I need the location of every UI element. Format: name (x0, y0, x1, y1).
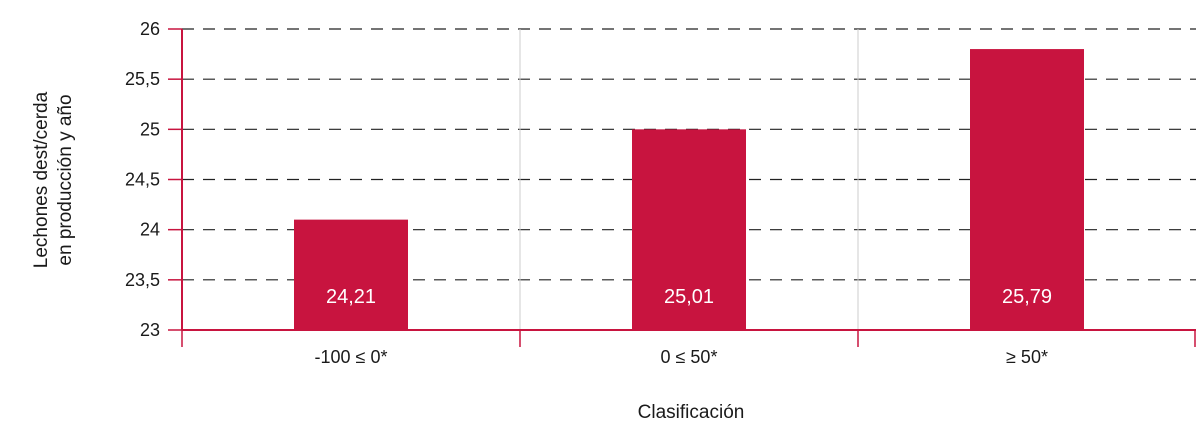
y-tick-label: 26 (140, 19, 160, 39)
x-category-label: ≥ 50* (1006, 347, 1048, 367)
bar-value-label: 24,21 (326, 286, 376, 308)
bar (294, 219, 408, 330)
y-axis-title-line1: Lechones dest/cerda (31, 91, 52, 268)
y-axis-title-line2: en producción y año (55, 94, 76, 265)
bar (632, 129, 746, 330)
y-tick-label: 25 (140, 119, 160, 139)
x-axis-title: Clasificación (638, 402, 745, 421)
axes (168, 28, 1196, 347)
y-tick-label: 23,5 (125, 270, 160, 290)
y-tick-label: 23 (140, 320, 160, 340)
bar-value-label: 25,79 (1002, 286, 1052, 308)
bars (294, 49, 1084, 331)
y-tick-label: 24 (140, 220, 160, 240)
bar (970, 49, 1084, 331)
category-separators (519, 29, 859, 330)
x-category-label: -100 ≤ 0* (315, 347, 388, 367)
labels: 23 23,5 24 24,5 25 25,5 26 24,21 -100 ≤ 0* 25,01 0… (125, 19, 1052, 367)
y-tick-label: 24,5 (125, 170, 160, 190)
x-category-label: 0 ≤ 50* (661, 347, 718, 367)
bar-value-label: 25,01 (664, 286, 714, 308)
y-tick-label: 25,5 (125, 69, 160, 89)
